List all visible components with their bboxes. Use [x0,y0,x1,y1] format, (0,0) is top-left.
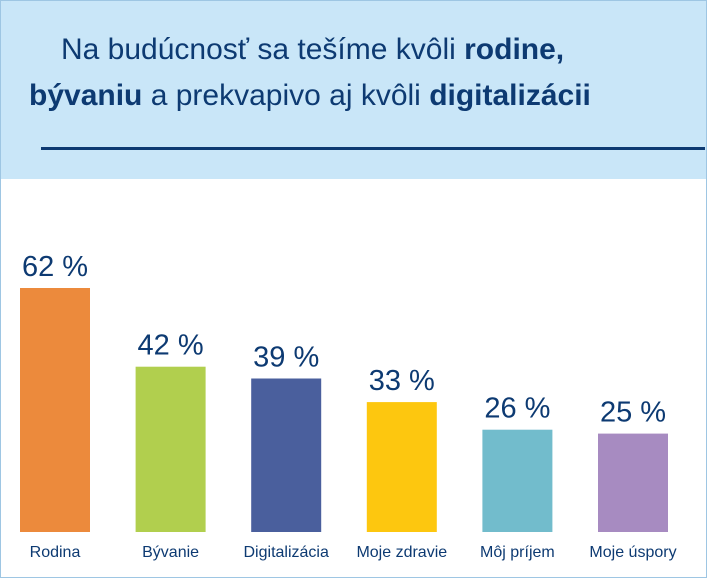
data-label: 25 % [600,397,666,429]
title-line-1: Na budúcnosť sa tešíme kvôli rodine, [29,27,689,73]
bar-rodina [20,288,90,532]
header-divider [41,147,705,150]
category-label: Digitalizácia [244,544,329,561]
data-label: 26 % [484,393,550,425]
category-label: Bývanie [142,544,199,561]
data-label: 33 % [369,365,435,397]
data-label: 62 % [22,251,88,283]
title-line-2: bývaniu a prekvapivo aj kvôli digitalizá… [29,73,689,119]
header-panel: Na budúcnosť sa tešíme kvôli rodine, býv… [1,1,706,179]
data-label: 42 % [138,330,204,362]
title-highlight: bývaniu [29,79,143,112]
title-highlight: digitalizácii [429,79,591,112]
bar-moje-úspory [598,433,668,532]
bar-môj-príjem [482,429,553,532]
data-label: 39 % [253,342,319,374]
bar-moje-zdravie [366,402,437,532]
category-label: Môj príjem [480,544,555,561]
title-highlight: rodine, [464,33,565,66]
bar-digitalizácia [251,378,322,532]
chart-title: Na budúcnosť sa tešíme kvôli rodine, býv… [29,27,689,119]
category-label: Moje úspory [589,544,676,561]
title-text: a prekvapivo aj kvôli [142,79,430,112]
bar-bývanie [135,366,206,532]
category-label: Moje zdravie [356,544,447,561]
title-text: Na budúcnosť sa tešíme kvôli [61,33,465,66]
category-label: Rodina [30,544,81,561]
